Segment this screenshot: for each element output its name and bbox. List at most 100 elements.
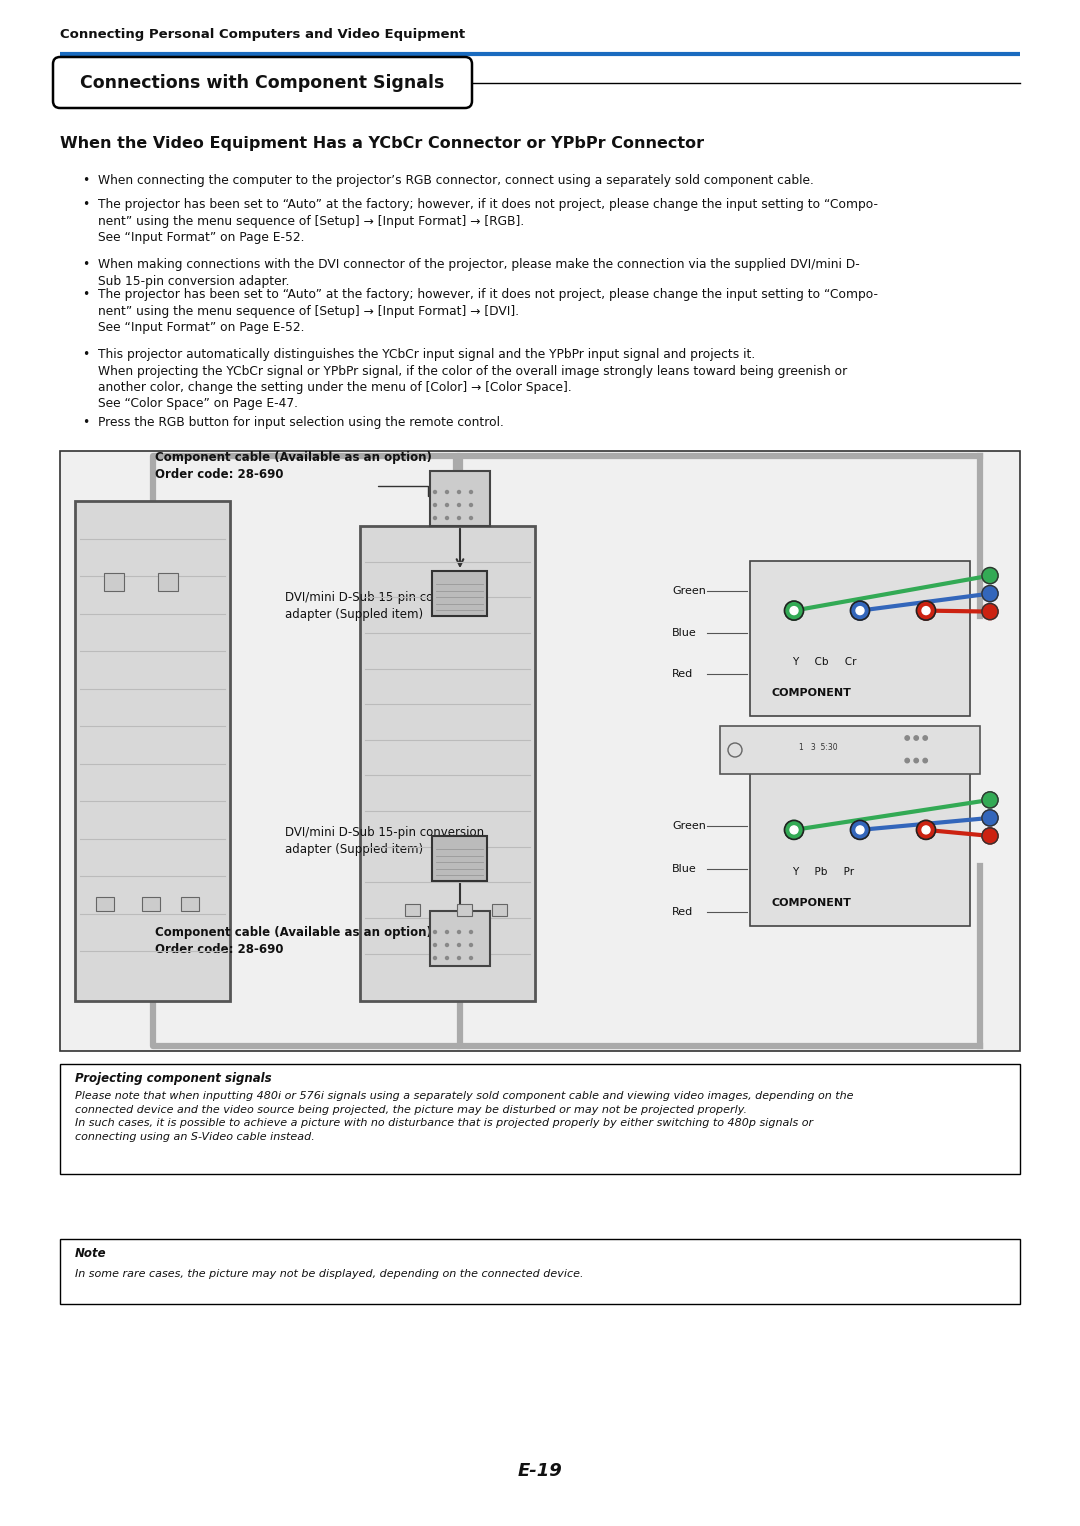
Bar	[720, 726, 980, 774]
Circle shape	[982, 586, 998, 601]
Circle shape	[470, 490, 473, 493]
Text: DVI/mini D-Sub 15-pin conversion
adapter (Suppled item): DVI/mini D-Sub 15-pin conversion adapter…	[285, 591, 484, 621]
Circle shape	[433, 490, 436, 493]
Text: Note: Note	[75, 1247, 107, 1260]
Text: Connecting Personal Computers and Video Equipment: Connecting Personal Computers and Video …	[60, 27, 465, 41]
Text: 1   3  5:30: 1 3 5:30	[799, 743, 838, 752]
Circle shape	[982, 603, 998, 620]
Circle shape	[433, 931, 436, 934]
Circle shape	[856, 607, 864, 615]
Text: Green: Green	[672, 586, 706, 597]
Circle shape	[446, 490, 448, 493]
Circle shape	[458, 931, 460, 934]
Circle shape	[433, 516, 436, 519]
Circle shape	[458, 957, 460, 960]
Text: Blue: Blue	[672, 629, 697, 638]
Circle shape	[433, 943, 436, 946]
Bar	[430, 911, 490, 966]
Bar	[360, 526, 535, 1001]
Text: •: •	[82, 417, 90, 429]
Text: E-19: E-19	[517, 1462, 563, 1480]
Circle shape	[470, 516, 473, 519]
Text: Y     Pb     Pr: Y Pb Pr	[792, 867, 854, 877]
Text: Component cable (Available as an option)
Order code: 28-690: Component cable (Available as an option)…	[156, 452, 432, 481]
Circle shape	[458, 490, 460, 493]
Text: When the Video Equipment Has a YCbCr Connector or YPbPr Connector: When the Video Equipment Has a YCbCr Con…	[60, 136, 704, 151]
Bar	[60, 452, 1020, 1051]
Text: Press the RGB button for input selection using the remote control.: Press the RGB button for input selection…	[98, 417, 504, 429]
Circle shape	[433, 957, 436, 960]
Text: When connecting the computer to the projector’s RGB connector, connect using a s: When connecting the computer to the proj…	[98, 174, 814, 188]
Text: This projector automatically distinguishes the YCbCr input signal and the YPbPr : This projector automatically distinguish…	[98, 348, 847, 410]
Text: •: •	[82, 198, 90, 211]
Circle shape	[446, 516, 448, 519]
Text: The projector has been set to “Auto” at the factory; however, if it does not pro: The projector has been set to “Auto” at …	[98, 288, 878, 334]
Circle shape	[914, 758, 918, 763]
Bar	[432, 836, 487, 881]
Circle shape	[470, 957, 473, 960]
Text: •: •	[82, 258, 90, 272]
Circle shape	[458, 943, 460, 946]
Circle shape	[982, 792, 998, 807]
Text: Please note that when inputting 480i or 576i signals using a separately sold com: Please note that when inputting 480i or …	[75, 1091, 853, 1141]
Circle shape	[982, 810, 998, 826]
Text: Blue: Blue	[672, 864, 697, 874]
Circle shape	[446, 957, 448, 960]
Text: Projecting component signals: Projecting component signals	[75, 1071, 272, 1085]
Circle shape	[446, 943, 448, 946]
Circle shape	[905, 758, 909, 763]
Bar	[492, 903, 507, 916]
Circle shape	[922, 826, 930, 833]
Circle shape	[851, 821, 869, 839]
Circle shape	[458, 516, 460, 519]
Bar	[60, 1064, 1020, 1173]
Text: COMPONENT: COMPONENT	[772, 688, 852, 697]
Bar	[181, 897, 199, 911]
Text: COMPONENT: COMPONENT	[772, 897, 852, 908]
Circle shape	[851, 601, 869, 620]
Bar	[75, 501, 230, 1001]
Text: The projector has been set to “Auto” at the factory; however, if it does not pro: The projector has been set to “Auto” at …	[98, 198, 878, 244]
Text: •: •	[82, 174, 90, 188]
Circle shape	[789, 607, 798, 615]
Bar	[430, 472, 490, 526]
Circle shape	[433, 504, 436, 507]
Text: In some rare cases, the picture may not be displayed, depending on the connected: In some rare cases, the picture may not …	[75, 1270, 583, 1279]
Circle shape	[470, 504, 473, 507]
Circle shape	[446, 931, 448, 934]
Circle shape	[914, 736, 918, 740]
Circle shape	[922, 607, 930, 615]
Bar	[143, 897, 161, 911]
FancyBboxPatch shape	[53, 56, 472, 108]
Bar	[750, 771, 970, 926]
Circle shape	[856, 826, 864, 833]
Bar	[750, 562, 970, 716]
Bar	[96, 897, 114, 911]
Bar	[60, 1239, 1020, 1305]
Text: Green: Green	[672, 821, 706, 832]
Circle shape	[784, 821, 804, 839]
Text: •: •	[82, 348, 90, 362]
Bar	[405, 903, 419, 916]
Circle shape	[446, 504, 448, 507]
Circle shape	[458, 504, 460, 507]
Bar	[104, 572, 124, 591]
Text: Red: Red	[672, 668, 693, 679]
Circle shape	[923, 758, 928, 763]
Text: Connections with Component Signals: Connections with Component Signals	[80, 73, 445, 92]
Bar	[432, 571, 487, 617]
Bar	[457, 903, 472, 916]
Text: Y     Cb     Cr: Y Cb Cr	[792, 656, 856, 667]
Circle shape	[917, 601, 935, 620]
Circle shape	[982, 827, 998, 844]
Circle shape	[905, 736, 909, 740]
Circle shape	[784, 601, 804, 620]
Text: Component cable (Available as an option)
Order code: 28-690: Component cable (Available as an option)…	[156, 926, 432, 955]
Circle shape	[789, 826, 798, 833]
Circle shape	[470, 943, 473, 946]
Circle shape	[470, 931, 473, 934]
Text: •: •	[82, 288, 90, 301]
Text: DVI/mini D-Sub 15-pin conversion
adapter (Suppled item): DVI/mini D-Sub 15-pin conversion adapter…	[285, 826, 484, 856]
Circle shape	[923, 736, 928, 740]
Circle shape	[917, 821, 935, 839]
